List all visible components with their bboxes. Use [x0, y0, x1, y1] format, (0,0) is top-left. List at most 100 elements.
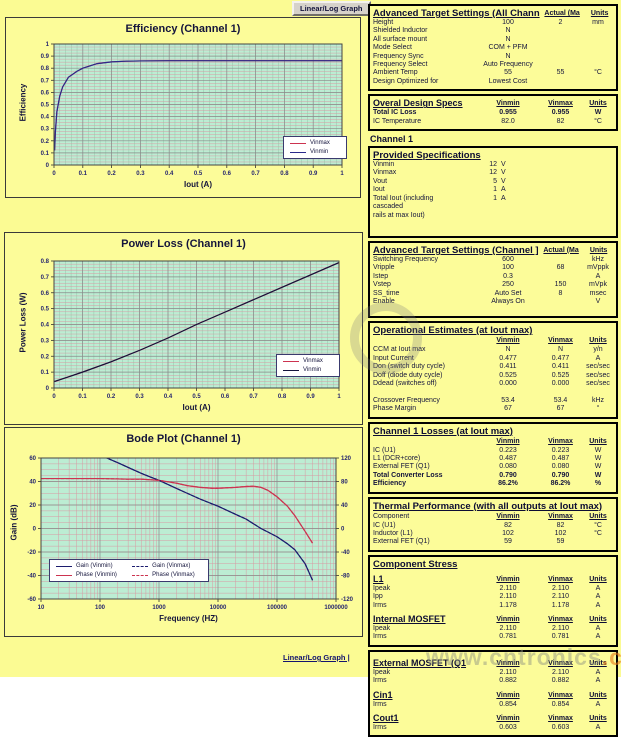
svg-text:40: 40	[341, 503, 348, 509]
chart-legend: Vinmax Vinmin	[283, 136, 347, 159]
svg-text:0.6: 0.6	[41, 291, 50, 297]
legend-line-sample	[56, 574, 72, 576]
column-header: Vinmax	[548, 575, 573, 583]
svg-text:0.6: 0.6	[221, 394, 230, 400]
column-header: Actual (Ma	[543, 246, 579, 254]
section-title: Operational Estimates (at Iout max)	[373, 325, 533, 337]
column-header: Vinmax	[548, 337, 573, 345]
svg-text:0: 0	[46, 163, 50, 169]
table-row: Ipp 2.110 2.110 A	[373, 593, 601, 601]
svg-text:1000: 1000	[152, 605, 166, 611]
channel-1-label: Channel 1	[370, 134, 414, 145]
legend-line-sample	[290, 142, 306, 144]
legend-label: Vinmax	[310, 140, 330, 146]
table-row: Vstep 250 150 mVpk	[373, 281, 607, 289]
table-row: Phase Margin 67 67 °	[373, 405, 600, 413]
column-header: Vinmax	[548, 691, 573, 699]
column-header: Units	[589, 616, 607, 624]
svg-text:0: 0	[52, 171, 56, 177]
table-row: Input Current 0.477 0.477 A	[373, 354, 601, 362]
table-row: Irms 1.178 1.178 A	[373, 601, 601, 609]
table-row: All surface mount N	[373, 35, 511, 43]
legend-entry: Vinmin	[283, 367, 333, 373]
table-row: Vinmin 12 V	[373, 161, 506, 169]
column-header: Vinmax	[548, 715, 573, 723]
column-header: Actual (Ma	[544, 10, 580, 17]
svg-text:10: 10	[38, 605, 45, 611]
svg-text:0.8: 0.8	[280, 171, 289, 177]
column-header: Vinmin	[496, 100, 520, 108]
svg-text:0.1: 0.1	[79, 171, 88, 177]
column-header: Vinmin	[496, 337, 520, 345]
svg-text:0.4: 0.4	[41, 115, 50, 121]
x-axis-label: Iout (A)	[182, 403, 211, 412]
svg-text:1: 1	[340, 171, 344, 177]
legend-line-sample	[290, 151, 306, 153]
svg-text:0.8: 0.8	[41, 66, 50, 72]
column-header: Vinmax	[548, 616, 573, 624]
legend-label: Gain (Vinmin)	[76, 563, 113, 569]
table-row: External FET (Q1) 59 59	[373, 538, 565, 546]
sub-table: Cout1 Vinmin Vinmax Units Irms 0.603 0.603 A	[373, 713, 613, 732]
table-row: Ipeak 2.110 2.110 A	[373, 668, 601, 676]
legend-label: Vinmax	[303, 358, 323, 364]
table-row: Efficiency 86.2% 86.2%%	[373, 480, 602, 488]
operational-estimates: Operational Estimates (at Iout max) Vinmi…	[368, 321, 618, 419]
column-header: Units	[589, 691, 607, 699]
chart-legend: Vinmax Vinmin	[276, 354, 340, 377]
svg-text:0.4: 0.4	[164, 394, 173, 400]
svg-text:0.5: 0.5	[194, 171, 203, 177]
svg-text:0.4: 0.4	[165, 171, 174, 177]
column-header: Vinmin	[496, 437, 520, 445]
table-row: Switching Frequency 600 kHz	[373, 255, 605, 263]
column-header: Units	[590, 10, 609, 17]
column-header: Vinmax	[548, 659, 573, 667]
svg-text:0.7: 0.7	[251, 171, 260, 177]
linear-log-graph-link-bottom[interactable]: Linear/Log Graph |	[283, 653, 350, 662]
legend-entry: Phase (Vinmin)	[56, 572, 124, 578]
sub-table-title: Cout1	[373, 713, 399, 724]
column-header: Vinmax	[548, 100, 573, 108]
svg-text:-80: -80	[341, 574, 350, 580]
table-row: Vinmax 12 V	[373, 169, 506, 177]
section-title: Advanced Target Settings (Channel ]	[373, 244, 539, 256]
table-row: Ipeak 2.110 2.110 A	[373, 625, 601, 633]
table-row: Frequency Select Auto Frequency	[373, 61, 533, 69]
table-row: Ddead (switches off) 0.000 0.000 sec/sec	[373, 379, 610, 387]
sub-table: L1 Vinmin Vinmax Units Ipeak 2.110 2.110 A Ipp 2.…	[373, 574, 613, 610]
table-row: Ambient Temp 55 55 °C	[373, 69, 602, 77]
legend-entry: Vinmax	[290, 140, 340, 146]
svg-text:100000: 100000	[267, 605, 288, 611]
section-title: Provided Specifications	[373, 150, 481, 162]
legend-entry: Gain (Vinmin)	[56, 563, 124, 569]
table-row: Inductor (L1) 102 102 °C	[373, 530, 602, 538]
table-row: L1 (DCR+core) 0.487 0.487 W	[373, 454, 602, 462]
svg-text:0: 0	[341, 527, 345, 533]
table-row: Total Converter Loss 0.790 0.790 W	[373, 471, 602, 479]
table-row: Vout 5 V	[373, 177, 506, 185]
table-row: Design Optimized for Lowest Cost	[373, 77, 528, 85]
table-row: External FET (Q1) 0.080 0.080 W	[373, 463, 602, 471]
table-row: Height 100 2 mm	[373, 19, 604, 26]
svg-text:0.3: 0.3	[135, 394, 144, 400]
svg-text:0: 0	[33, 527, 37, 533]
chart-title: Efficiency (Channel 1)	[125, 23, 241, 35]
channel-1-losses: Channel 1 Losses (at Iout max) Vinmin Vinm…	[368, 421, 618, 494]
legend-label: Vinmin	[303, 367, 322, 373]
advanced-target-settings-channel: Advanced Target Settings (Channel ] Actua…	[368, 240, 618, 319]
legend-label: Gain (Vinmax)	[152, 563, 191, 569]
svg-text:0.3: 0.3	[41, 338, 50, 344]
sub-table-title: L1	[373, 573, 384, 584]
svg-text:0.2: 0.2	[41, 354, 50, 360]
column-header: Vinmin	[496, 691, 520, 699]
table-row: Irms 0.854 0.854 A	[373, 700, 601, 708]
column-header: Vinmax	[548, 437, 573, 445]
provided-specifications: Provided Specifications Vinmin 12 V Vinmax 12…	[368, 146, 618, 238]
efficiency-plot-area: 0 0.1 0.2 0.3 0.4 0.5 0.6 0.7 0.8 0.9 1 0 0.1 0.2 0.3 0…	[41, 42, 345, 177]
table-row: IC (U1) 82 82 °C	[373, 521, 602, 529]
table-row: Frequency Sync N	[373, 52, 511, 60]
table-row: Irms 0.781 0.781 A	[373, 633, 601, 641]
svg-text:0.8: 0.8	[278, 394, 287, 400]
linear-log-graph-button-top[interactable]: Linear/Log Graph	[292, 1, 371, 16]
